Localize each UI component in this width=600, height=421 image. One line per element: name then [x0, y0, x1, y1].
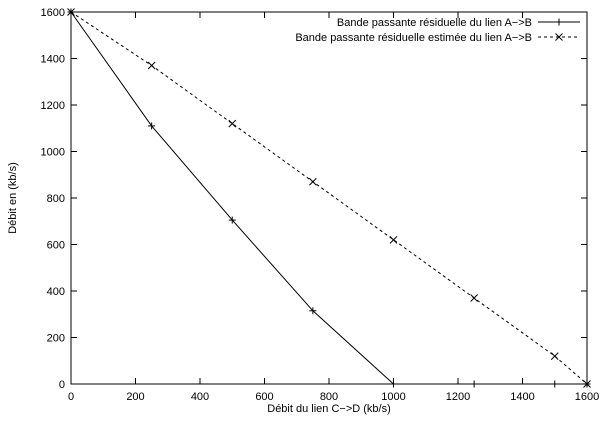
- x-tick-label: 1200: [446, 391, 470, 403]
- x-tick-label: 1000: [381, 391, 405, 403]
- data-point-marker-d2: [389, 235, 398, 244]
- y-tick-label: 200: [47, 333, 65, 345]
- data-point: [470, 294, 478, 302]
- y-tick-label: 0: [59, 379, 65, 391]
- legend-swatch-marker: [555, 18, 563, 26]
- data-point-marker-d2: [147, 61, 156, 70]
- legend: Bande passante résiduelle du lien A−>B B…: [295, 17, 580, 44]
- data-point: [228, 119, 237, 128]
- x-tick-label: 200: [126, 391, 144, 403]
- x-axis-ticks: 0 200 400 600 800 1000 1200 1400 1600: [68, 12, 599, 403]
- data-point-marker-d2: [470, 294, 478, 302]
- y-axis-ticks: 0 200 400 600 800 1000 1200 1400 1600: [41, 7, 587, 391]
- y-tick-label: 1000: [41, 147, 65, 159]
- data-point: [309, 307, 317, 315]
- legend-entry-measured: Bande passante résiduelle du lien A−>B: [337, 17, 532, 29]
- y-tick-label: 1200: [41, 100, 65, 112]
- x-tick-label: 1400: [510, 391, 534, 403]
- legend-swatch-marker: [555, 33, 563, 41]
- y-tick-label: 1600: [41, 7, 65, 19]
- x-tick-label: 400: [191, 391, 209, 403]
- legend-marker-d2: [555, 33, 563, 41]
- data-point: [147, 61, 156, 70]
- series-line-0: [70, 11, 587, 385]
- data-point: [550, 352, 559, 360]
- data-point: [309, 177, 317, 186]
- x-tick-label: 600: [255, 391, 273, 403]
- data-point-marker-d2: [228, 119, 237, 128]
- series-line-1: [70, 11, 588, 385]
- data-point-marker-d2: [309, 177, 317, 186]
- y-tick-label: 400: [47, 286, 65, 298]
- y-tick-label: 1400: [41, 54, 65, 66]
- data-point-marker-d2: [550, 352, 559, 360]
- x-tick-label: 0: [68, 391, 74, 403]
- y-tick-label: 800: [47, 193, 65, 205]
- series-layer: [67, 8, 591, 388]
- x-axis-label: Débit du lien C−>D (kb/s): [267, 403, 391, 415]
- plot-frame: [70, 11, 588, 385]
- x-tick-label: 800: [320, 391, 338, 403]
- x-tick-label: 1600: [575, 391, 599, 403]
- series-1: [67, 8, 591, 388]
- data-point: [148, 122, 156, 130]
- data-point: [389, 235, 398, 244]
- legend-entry-estimated: Bande passante résiduelle estimée du lie…: [295, 32, 532, 44]
- y-tick-label: 600: [47, 240, 65, 252]
- data-point: [228, 216, 236, 224]
- y-axis-label: Débit en (kb/s): [7, 162, 19, 234]
- series-0: [67, 8, 591, 388]
